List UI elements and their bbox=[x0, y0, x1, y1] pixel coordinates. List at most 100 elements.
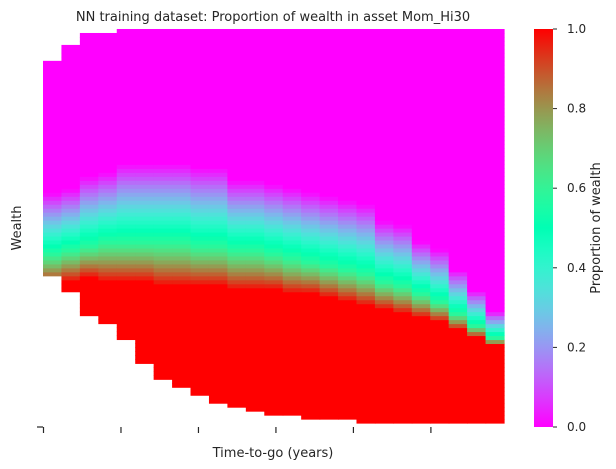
heatmap-cell bbox=[301, 307, 321, 313]
heatmap-cell bbox=[245, 92, 265, 98]
heatmap-cell bbox=[208, 315, 228, 321]
heatmap-cell bbox=[338, 231, 358, 237]
heatmap-cell bbox=[301, 275, 321, 281]
heatmap-cell bbox=[227, 52, 247, 58]
heatmap-cell bbox=[430, 407, 450, 412]
heatmap-cell bbox=[430, 351, 450, 356]
heatmap-cell bbox=[411, 287, 431, 293]
heatmap-cell bbox=[79, 283, 99, 289]
heatmap-cell bbox=[98, 60, 118, 66]
heatmap-cell bbox=[485, 48, 505, 54]
heatmap-cell bbox=[245, 44, 265, 50]
heatmap-cell bbox=[356, 176, 376, 181]
heatmap-cell bbox=[338, 359, 358, 364]
heatmap-cell bbox=[301, 351, 321, 356]
heatmap-cell bbox=[264, 148, 284, 153]
heatmap-cell bbox=[393, 112, 413, 118]
heatmap-cell bbox=[374, 144, 394, 149]
heatmap-cell bbox=[245, 279, 265, 285]
heatmap-cell bbox=[411, 136, 431, 142]
heatmap-cell bbox=[393, 419, 413, 424]
heatmap-cell bbox=[448, 200, 468, 205]
heatmap-cell bbox=[264, 108, 284, 114]
heatmap-cell bbox=[467, 188, 487, 193]
heatmap-cell bbox=[301, 108, 321, 114]
heatmap-cell bbox=[208, 387, 228, 392]
heatmap-cell bbox=[411, 112, 431, 118]
heatmap-cell bbox=[356, 335, 376, 341]
heatmap-cell bbox=[227, 192, 247, 197]
heatmap-cell bbox=[208, 375, 228, 380]
heatmap-cell bbox=[79, 239, 99, 245]
heatmap-cell bbox=[172, 168, 192, 173]
heatmap-cell bbox=[485, 307, 505, 313]
heatmap-cell bbox=[430, 403, 450, 408]
heatmap-cell bbox=[208, 287, 228, 293]
heatmap-cell bbox=[467, 124, 487, 130]
heatmap-cell bbox=[393, 160, 413, 165]
heatmap-cell bbox=[264, 32, 284, 38]
heatmap-cell bbox=[430, 275, 450, 281]
heatmap-cell bbox=[319, 220, 339, 225]
heatmap-cell bbox=[79, 287, 99, 293]
heatmap-cell bbox=[43, 80, 63, 86]
heatmap-cell bbox=[467, 399, 487, 404]
heatmap-cell bbox=[98, 176, 118, 181]
heatmap-cell bbox=[319, 84, 339, 90]
heatmap-cell bbox=[430, 247, 450, 253]
heatmap-cell bbox=[227, 200, 247, 205]
heatmap-cell bbox=[43, 235, 63, 241]
heatmap-cell bbox=[43, 76, 63, 82]
heatmap-cell bbox=[135, 359, 155, 364]
heatmap-cell bbox=[79, 36, 99, 42]
heatmap-cell bbox=[338, 375, 358, 380]
heatmap-cell bbox=[153, 307, 173, 313]
heatmap-cell bbox=[282, 375, 302, 380]
heatmap-cell bbox=[301, 315, 321, 321]
heatmap-cell bbox=[98, 267, 118, 273]
heatmap-cell bbox=[448, 235, 468, 241]
heatmap-cell bbox=[282, 156, 302, 161]
heatmap-cell bbox=[356, 36, 376, 42]
heatmap-cell bbox=[393, 68, 413, 74]
heatmap-cell bbox=[393, 44, 413, 50]
heatmap-cell bbox=[79, 291, 99, 297]
heatmap-cell bbox=[208, 331, 228, 337]
heatmap-cell bbox=[43, 192, 63, 197]
heatmap-cell bbox=[374, 176, 394, 181]
heatmap-cell bbox=[448, 72, 468, 78]
heatmap-cell bbox=[264, 255, 284, 261]
heatmap-cell bbox=[301, 375, 321, 380]
heatmap-cell bbox=[282, 196, 302, 201]
heatmap-cell bbox=[79, 196, 99, 201]
heatmap-cell bbox=[61, 128, 81, 134]
heatmap-cell bbox=[301, 228, 321, 233]
heatmap-cell bbox=[356, 160, 376, 165]
heatmap-cell bbox=[485, 311, 505, 317]
heatmap-cell bbox=[43, 224, 63, 229]
heatmap-cell bbox=[227, 319, 247, 325]
heatmap-cell bbox=[356, 403, 376, 408]
heatmap-cell bbox=[485, 80, 505, 86]
heatmap-cell bbox=[430, 243, 450, 249]
heatmap-cell bbox=[135, 148, 155, 153]
heatmap-cell bbox=[264, 359, 284, 364]
heatmap-cell bbox=[208, 212, 228, 217]
heatmap-cell bbox=[411, 239, 431, 245]
heatmap-cell bbox=[98, 283, 118, 289]
heatmap-cell bbox=[98, 116, 118, 122]
heatmap-cell bbox=[485, 371, 505, 376]
heatmap-cell bbox=[467, 196, 487, 201]
heatmap-cell bbox=[374, 339, 394, 345]
heatmap-cell bbox=[79, 72, 99, 78]
heatmap-cell bbox=[282, 391, 302, 396]
heatmap-cell bbox=[374, 387, 394, 392]
heatmap-cell bbox=[227, 323, 247, 329]
heatmap-cell bbox=[61, 156, 81, 161]
heatmap-cell bbox=[135, 287, 155, 293]
heatmap-cell bbox=[448, 220, 468, 225]
heatmap-cell bbox=[356, 204, 376, 209]
heatmap-cell bbox=[116, 48, 136, 54]
heatmap-cell bbox=[264, 68, 284, 74]
heatmap-cell bbox=[393, 271, 413, 277]
